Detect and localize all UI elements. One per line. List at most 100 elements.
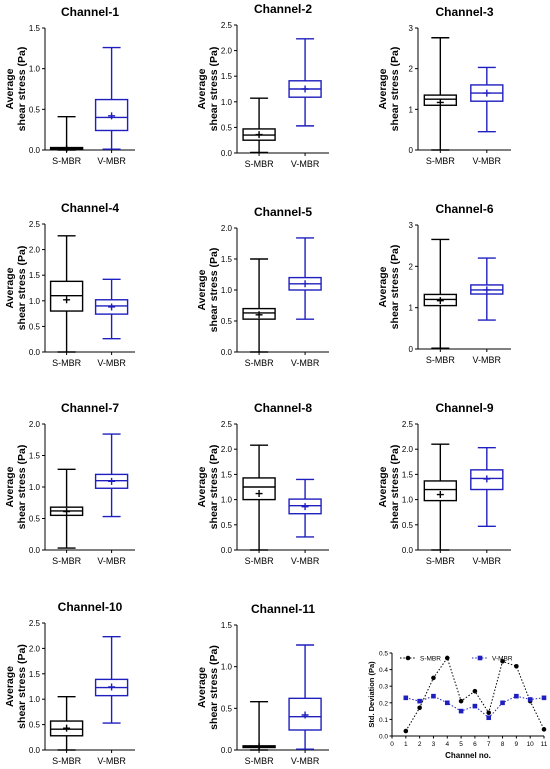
data-point [486, 710, 492, 716]
box-iqr [242, 477, 276, 501]
mean-marker [255, 743, 263, 751]
y-axis-label-line: shear stress (Pa) [208, 47, 220, 132]
data-point [444, 655, 450, 661]
y-axis-label-line: Average [4, 68, 16, 109]
y-tick-label: 1.0 [221, 98, 233, 107]
y-tick-label: 1.0 [29, 297, 41, 306]
y-tick-label: 0.4 [379, 667, 388, 674]
y-tick-label: 2.5 [402, 420, 414, 429]
y-axis-label-line: Average [196, 269, 208, 310]
x-tick-label: V-MBR [473, 355, 502, 365]
y-axis-label: Averageshear stress (Pa) [4, 246, 28, 331]
y-axis-label-line: shear stress (Pa) [389, 47, 401, 132]
mean-marker [483, 286, 491, 294]
line-chart-std-deviation: 0.0 0.1 0.2 0.3 0.4 0.5 0 1 2 3 4 5 6 7 8 9 10 11 Channel … [367, 651, 548, 761]
y-tick-label: 1.5 [29, 24, 41, 33]
y-axis-label: Averageshear stress (Pa) [196, 445, 220, 530]
y-axis-label: Averageshear stress (Pa) [4, 47, 28, 132]
y-tick-label: 0.0 [29, 348, 41, 357]
data-point [527, 697, 533, 702]
x-tick-label: S-MBR [52, 156, 82, 166]
y-tick-label: 1.5 [29, 670, 41, 679]
y-tick-label: 0.5 [221, 317, 233, 326]
y-axis-label-line: Average [377, 68, 389, 109]
x-tick-label: V-MBR [473, 556, 502, 566]
x-tick-label: S-MBR [426, 156, 456, 166]
chart-title: Channel-6 [435, 202, 493, 216]
mean-marker [255, 490, 263, 498]
box-s-mbr [242, 97, 276, 154]
x-tick-label: 8 [501, 741, 505, 748]
box-v-mbr [94, 433, 129, 518]
x-tick-label: V-MBR [97, 756, 126, 766]
data-point [472, 703, 478, 709]
x-tick-label: S-MBR [52, 358, 82, 368]
box-v-mbr [470, 66, 504, 133]
y-tick-label: 1.0 [29, 695, 41, 704]
box-chart-2: Channel-2 Averageshear stress (Pa) 0.0 0.5 1… [196, 2, 329, 169]
y-tick-label: 2 [409, 262, 414, 271]
legend-marker [477, 655, 483, 661]
y-tick-label: 0.5 [379, 651, 388, 658]
x-tick-label: V-MBR [473, 156, 502, 166]
x-tick-label: V-MBR [97, 358, 126, 368]
x-axis-label: Channel no. [445, 751, 491, 760]
mean-marker [63, 724, 71, 732]
y-tick-label: 0.0 [379, 734, 388, 741]
legend-label: V-MBR [492, 656, 513, 663]
x-tick-label: V-MBR [97, 556, 126, 566]
y-axis-label-line: Average [377, 266, 389, 307]
mean-marker [301, 711, 309, 719]
box-s-mbr [242, 258, 276, 353]
y-tick-label: 0.5 [29, 515, 41, 524]
x-tick-label: S-MBR [245, 358, 275, 368]
y-tick-label: 1.0 [29, 483, 41, 492]
x-tick-label: 7 [487, 741, 491, 748]
y-axis-label: Averageshear stress (Pa) [4, 644, 28, 729]
y-tick-label: 1.5 [221, 72, 233, 81]
y-axis-label: Averageshear stress (Pa) [196, 47, 220, 132]
x-tick-label: 9 [515, 741, 519, 748]
y-tick-label: 0.5 [29, 322, 41, 331]
mean-marker [436, 98, 444, 106]
chart-title: Channel-3 [435, 5, 493, 19]
y-tick-label: 2 [409, 65, 414, 74]
data-point [417, 698, 422, 704]
y-tick-label: 1.0 [221, 663, 233, 672]
box-chart-10: Channel-10 Averageshear stress (Pa) 0.0 0.5… [4, 600, 135, 766]
data-point [472, 688, 478, 694]
y-axis-label-line: shear stress (Pa) [208, 645, 220, 730]
box-chart-5: Channel-5 Averageshear stress (Pa) 0.0 0.5 1… [196, 205, 329, 368]
x-tick-label: S-MBR [426, 556, 456, 566]
y-axis-label-line: Average [196, 667, 208, 708]
chart-title: Channel-5 [254, 205, 312, 219]
y-axis-label: Averageshear stress (Pa) [377, 245, 401, 330]
y-tick-label: 2.5 [221, 21, 233, 30]
x-tick-label: S-MBR [245, 556, 275, 566]
chart-title: Channel-10 [58, 600, 123, 614]
box-chart-4: Channel-4 Averageshear stress (Pa) 0.0 0.5 1… [4, 201, 135, 368]
y-tick-label: 1.5 [221, 255, 233, 264]
y-tick-label: 0.5 [221, 123, 233, 132]
x-tick-label: V-MBR [291, 756, 320, 766]
box-chart-11: Channel-11 Averageshear stress (Pa) 0.0 0.5… [196, 602, 329, 766]
chart-title: Channel-7 [61, 401, 119, 415]
y-tick-label: 0.0 [402, 546, 414, 555]
y-tick-label: 1.5 [221, 470, 233, 479]
mean-marker [255, 311, 263, 319]
y-tick-label: 1.0 [221, 496, 233, 505]
data-point [458, 698, 464, 704]
mean-marker [436, 297, 444, 305]
y-tick-label: 1.5 [29, 452, 41, 461]
box-s-mbr [423, 37, 458, 151]
mean-marker [301, 280, 309, 288]
box-v-mbr [288, 644, 322, 750]
box-s-mbr [242, 700, 276, 751]
y-axis-label-line: shear stress (Pa) [389, 445, 401, 530]
y-axis-label: Averageshear stress (Pa) [196, 248, 220, 333]
x-tick-label: S-MBR [245, 159, 275, 169]
box-s-mbr [49, 468, 84, 549]
box-v-mbr [94, 46, 129, 150]
box-v-mbr [288, 38, 322, 127]
